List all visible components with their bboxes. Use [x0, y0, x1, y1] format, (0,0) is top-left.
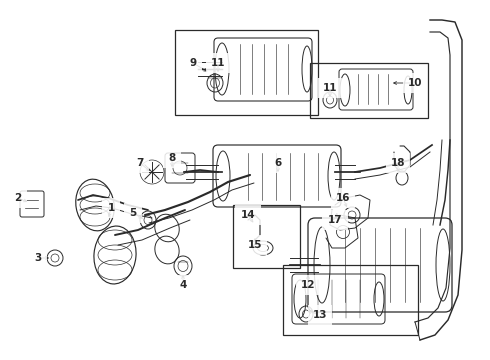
Text: 15: 15 — [248, 240, 262, 250]
Text: 10: 10 — [408, 78, 422, 88]
Text: 4: 4 — [179, 280, 187, 290]
Text: 12: 12 — [301, 280, 315, 290]
Text: 1: 1 — [107, 203, 115, 213]
Bar — [233, 205, 300, 268]
Bar — [310, 63, 428, 118]
Text: 11: 11 — [211, 58, 225, 68]
Bar — [175, 30, 318, 115]
Text: 17: 17 — [328, 215, 343, 225]
Text: 9: 9 — [190, 58, 196, 68]
Text: 3: 3 — [34, 253, 42, 263]
Text: 14: 14 — [241, 210, 255, 220]
Text: 16: 16 — [336, 193, 350, 203]
Text: 6: 6 — [274, 158, 282, 168]
Text: 2: 2 — [14, 193, 22, 203]
Text: 13: 13 — [313, 310, 327, 320]
Bar — [283, 265, 418, 335]
Text: 18: 18 — [391, 158, 405, 168]
Text: 7: 7 — [136, 158, 144, 168]
Text: 5: 5 — [129, 208, 137, 218]
Text: 8: 8 — [169, 153, 175, 163]
Text: 11: 11 — [323, 83, 337, 93]
